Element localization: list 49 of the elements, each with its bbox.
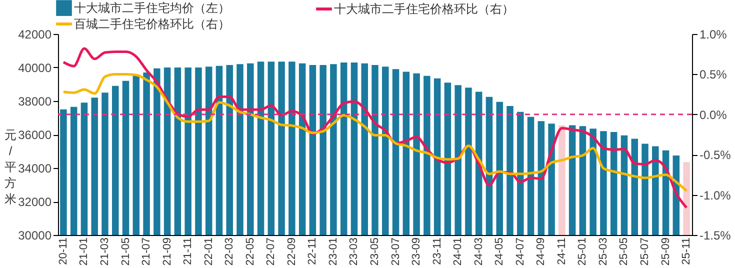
y2-tick-label: 1.0% (700, 28, 728, 42)
x-tick-label: 21-09 (161, 238, 174, 266)
x-tick-label: 25-11 (680, 238, 693, 265)
y2-tick-label: -1.0% (700, 188, 732, 202)
y-axis-title: 元/平方米 (4, 128, 16, 206)
x-tick-label: 22-11 (306, 238, 319, 265)
legend-label: 十大城市二手住宅均价（左） (74, 1, 230, 16)
x-tick-label: 22-09 (286, 238, 298, 266)
legend-label: 十大城市二手住宅价格环比（右） (334, 2, 514, 16)
x-tick-label: 20-11 (57, 238, 70, 265)
y2-tick-label: -0.5% (700, 148, 732, 162)
x-tick-label: 23-05 (369, 238, 381, 266)
x-tick-label: 25-05 (618, 238, 630, 266)
x-tick-label: 23-07 (390, 238, 402, 266)
x-tick-label: 24-01 (452, 238, 464, 266)
y-tick-label: 34000 (18, 162, 52, 176)
y2-tick-label: -1.5% (700, 228, 732, 242)
y-tick-label: 38000 (18, 94, 52, 108)
x-tick-label: 24-07 (514, 238, 526, 266)
x-tick-label: 22-03 (224, 238, 236, 266)
x-tick-label: 21-03 (98, 238, 111, 266)
x-tick-label: 24-09 (535, 238, 548, 266)
y2-tick-label: 0.5% (700, 68, 728, 82)
line-series (62, 72, 688, 192)
x-tick-label: 23-11 (431, 238, 444, 265)
y-tick-label: 32000 (18, 195, 52, 209)
x-tick-label: 25-03 (597, 238, 610, 266)
x-tick-label: 23-03 (348, 238, 360, 266)
y2-tick-label: 0.0% (700, 108, 728, 122)
x-tick-label: 24-11 (556, 238, 568, 265)
x-tick-label: 21-07 (140, 238, 153, 266)
y-tick-label: 40000 (18, 61, 52, 75)
x-tick-label: 23-09 (410, 238, 423, 266)
x-tick-label: 21-01 (78, 238, 90, 266)
x-tick-label: 22-07 (265, 238, 278, 266)
x-tick-label: 22-01 (202, 238, 215, 266)
legend-label: 百城二手住宅价格环比（右） (74, 17, 230, 31)
x-tick-label: 25-07 (639, 238, 652, 266)
x-tick-label: 21-11 (182, 238, 194, 265)
x-tick-label: 24-03 (472, 238, 485, 266)
y-tick-label: 36000 (18, 128, 52, 142)
y-tick-label: 30000 (18, 228, 52, 242)
x-tick-label: 25-01 (576, 238, 589, 266)
x-tick-label: 23-01 (327, 238, 340, 266)
x-tick-label: 25-09 (660, 238, 672, 266)
y-tick-label: 42000 (18, 28, 52, 42)
x-tick-label: 22-05 (244, 238, 256, 266)
x-tick-label: 24-05 (494, 238, 506, 266)
x-tick-label: 21-05 (120, 238, 132, 266)
